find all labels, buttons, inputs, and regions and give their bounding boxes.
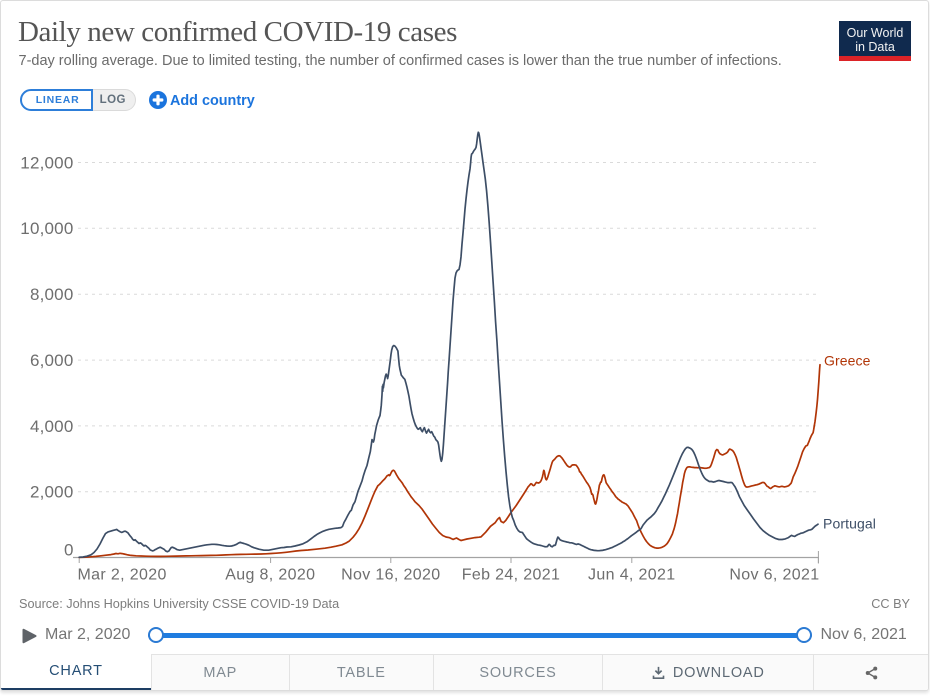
svg-text:Nov 6, 2021: Nov 6, 2021 [729,566,819,583]
svg-text:Nov 16, 2020: Nov 16, 2020 [341,566,440,583]
svg-text:Aug 8, 2020: Aug 8, 2020 [225,566,315,583]
svg-text:2,000: 2,000 [30,483,74,502]
svg-text:Mar 2, 2020: Mar 2, 2020 [78,566,167,583]
svg-text:Feb 24, 2021: Feb 24, 2021 [462,566,561,583]
svg-text:Portugal: Portugal [823,516,876,532]
svg-text:Greece: Greece [824,353,871,369]
svg-text:6,000: 6,000 [30,351,74,370]
svg-text:8,000: 8,000 [30,285,74,304]
svg-text:0: 0 [64,541,73,560]
svg-text:4,000: 4,000 [30,417,74,436]
svg-text:12,000: 12,000 [20,153,73,172]
svg-text:10,000: 10,000 [20,219,73,238]
svg-text:Jun 4, 2021: Jun 4, 2021 [588,566,675,583]
